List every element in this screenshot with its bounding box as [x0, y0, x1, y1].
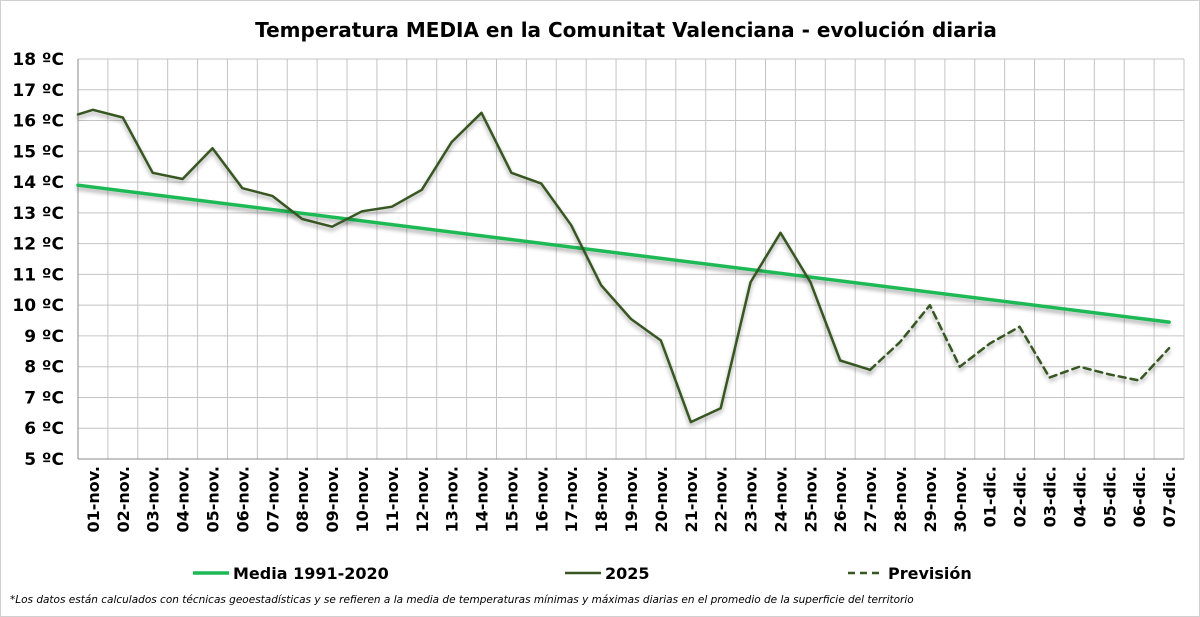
- x-tick-label: 04-nov.: [174, 466, 193, 533]
- footnote: *Los datos están calculados con técnicas…: [10, 594, 914, 606]
- series-line-prevision: [868, 303, 1171, 382]
- x-tick-label: 21-nov.: [682, 466, 701, 533]
- x-tick-label: 12-nov.: [413, 466, 432, 533]
- series-line-media-1991-2020: [76, 183, 1171, 324]
- x-tick-label: 23-nov.: [742, 466, 761, 533]
- x-tick-label: 17-nov.: [562, 466, 581, 533]
- x-tick-label: 15-nov.: [502, 466, 521, 533]
- x-tick-label: 01-dic.: [981, 466, 1000, 527]
- x-tick-label: 04-dic.: [1070, 466, 1089, 527]
- y-tick-label: 15 ºC: [12, 142, 64, 162]
- x-tick-label: 25-nov.: [801, 466, 820, 533]
- legend-label-prevision: Previsión: [888, 564, 972, 583]
- x-tick-label: 19-nov.: [622, 466, 641, 533]
- x-tick-label: 10-nov.: [353, 466, 372, 533]
- y-tick-label: 16 ºC: [12, 112, 64, 132]
- x-tick-label: 07-nov.: [263, 466, 282, 533]
- x-tick-label: 06-dic.: [1130, 466, 1149, 527]
- series-line-2025: [76, 108, 872, 424]
- x-tick-label: 22-nov.: [712, 466, 731, 533]
- x-tick-label: 03-nov.: [144, 466, 163, 533]
- x-tick-label: 30-nov.: [951, 466, 970, 533]
- x-tick-label: 06-nov.: [233, 466, 252, 533]
- y-tick-label: 10 ºC: [12, 296, 64, 316]
- y-tick-label: 8 ºC: [24, 358, 64, 378]
- x-tick-label: 20-nov.: [652, 466, 671, 533]
- legend-label-2025: 2025: [605, 564, 650, 583]
- x-tick-label: 07-dic.: [1160, 466, 1179, 527]
- series-lines: [76, 108, 1171, 424]
- chart-title: Temperatura MEDIA en la Comunitat Valenc…: [255, 18, 997, 42]
- x-tick-label: 01-nov.: [84, 466, 103, 533]
- y-tick-label: 6 ºC: [24, 419, 64, 439]
- y-axis: 5 ºC 6 ºC 7 ºC 8 ºC 9 ºC 10 ºC 11 ºC 12 ºC 13 ºC…: [12, 50, 64, 470]
- x-tick-label: 24-nov.: [771, 466, 790, 533]
- x-tick-label: 18-nov.: [592, 466, 611, 533]
- x-tick-label: 29-nov.: [921, 466, 940, 533]
- x-tick-label: 05-nov.: [204, 466, 223, 533]
- x-tick-label: 26-nov.: [831, 466, 850, 533]
- y-tick-label: 12 ºC: [12, 235, 64, 255]
- x-tick-label: 13-nov.: [443, 466, 462, 532]
- x-tick-label: 02-nov.: [114, 466, 133, 533]
- y-tick-label: 14 ºC: [12, 173, 64, 193]
- y-tick-label: 13 ºC: [12, 204, 64, 224]
- x-axis: 01-nov. 02-nov. 03-nov. 04-nov. 05-nov. 06-no…: [84, 466, 1179, 533]
- x-tick-label: 28-nov.: [891, 466, 910, 533]
- x-tick-label: 27-nov.: [861, 466, 880, 533]
- y-tick-label: 7 ºC: [24, 388, 64, 408]
- y-tick-label: 17 ºC: [12, 81, 64, 101]
- x-tick-label: 08-nov.: [293, 466, 312, 533]
- x-tick-label: 09-nov.: [323, 466, 342, 533]
- x-tick-label: 11-nov.: [383, 466, 402, 533]
- y-tick-label: 5 ºC: [24, 450, 64, 470]
- x-tick-label: 05-dic.: [1100, 466, 1119, 527]
- x-tick-label: 14-nov.: [473, 466, 492, 533]
- y-tick-label: 18 ºC: [12, 50, 64, 70]
- legend-label-media-1991-2020: Media 1991-2020: [233, 564, 389, 583]
- legend: Media 1991-2020 2025 Previsión: [193, 564, 972, 583]
- y-tick-label: 9 ºC: [24, 327, 64, 347]
- x-tick-label: 02-dic.: [1011, 466, 1030, 527]
- x-tick-label: 16-nov.: [532, 466, 551, 533]
- x-tick-label: 03-dic.: [1040, 466, 1059, 527]
- y-tick-label: 11 ºC: [12, 265, 64, 285]
